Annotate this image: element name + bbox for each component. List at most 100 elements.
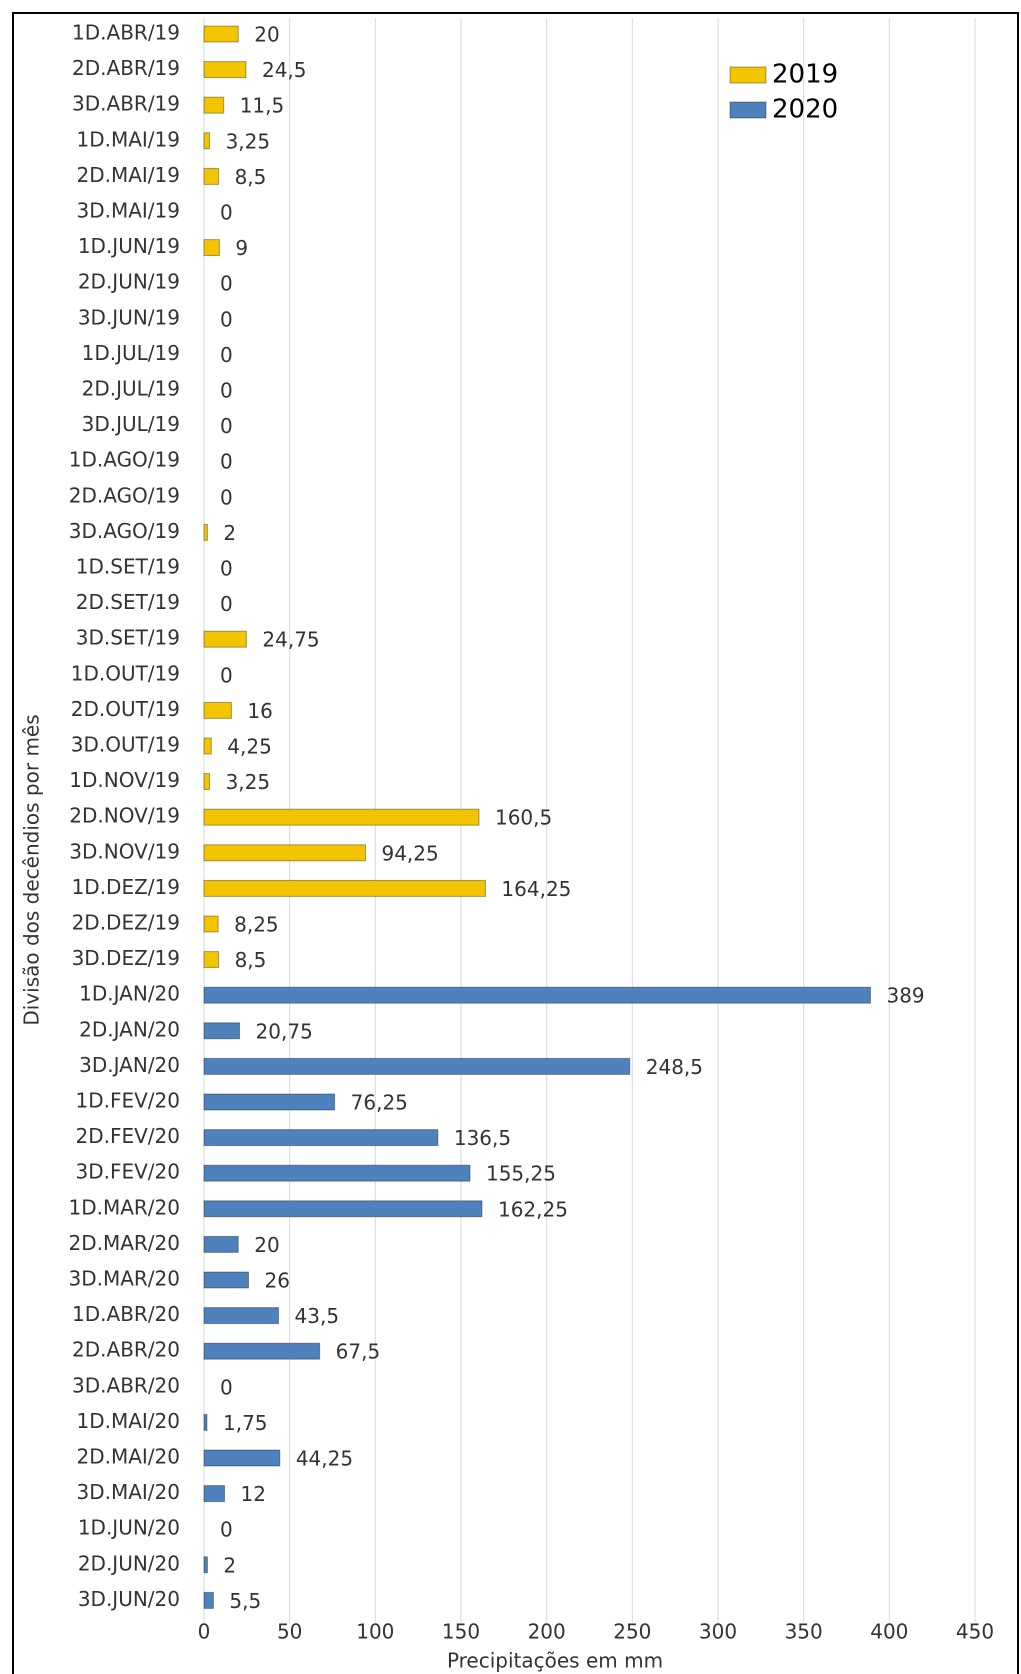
y-tick-label: 3D.DEZ/19 (72, 946, 180, 970)
data-label: 24,5 (262, 58, 307, 82)
y-tick-label: 1D.JAN/20 (79, 982, 180, 1006)
y-tick-label: 3D.ABR/19 (72, 92, 180, 116)
y-tick-label: 1D.AGO/19 (69, 448, 180, 472)
data-label: 9 (235, 236, 248, 260)
x-tick-label: 50 (277, 1620, 302, 1644)
data-label: 2 (223, 521, 236, 545)
data-label: 0 (220, 485, 233, 509)
y-tick-label: 1D.FEV/20 (76, 1089, 181, 1113)
bar (203, 25, 239, 43)
y-tick-label: 2D.DEZ/19 (72, 911, 180, 935)
bar (203, 239, 220, 257)
y-tick-label: 1D.ABR/19 (72, 21, 180, 45)
data-label: 0 (220, 379, 233, 403)
y-tick-label: 3D.FEV/20 (76, 1160, 181, 1184)
y-axis-label: Divisão dos decêndios por mês (20, 714, 44, 1025)
legend-swatch (729, 66, 767, 84)
x-tick-label: 0 (198, 1620, 211, 1644)
bar (203, 844, 366, 862)
data-label: 3,25 (226, 129, 271, 153)
y-tick-label: 3D.OUT/19 (71, 733, 180, 757)
bar (203, 808, 480, 826)
y-tick-label: 3D.MAI/19 (76, 199, 180, 223)
data-label: 0 (220, 343, 233, 367)
data-label: 160,5 (495, 806, 552, 830)
y-tick-label: 3D.JUL/19 (82, 412, 180, 436)
legend-swatch (729, 101, 767, 119)
bar (203, 1057, 631, 1075)
bar (203, 1022, 241, 1040)
y-tick-label: 3D.JAN/20 (79, 1053, 180, 1077)
bar (203, 1129, 439, 1147)
bar (203, 737, 212, 755)
data-label: 44,25 (296, 1447, 353, 1471)
bar (203, 523, 208, 541)
y-tick-label: 1D.SET/19 (76, 555, 180, 579)
bar (203, 1413, 208, 1431)
y-tick-label: 1D.MAI/20 (76, 1409, 180, 1433)
data-label: 164,25 (501, 877, 571, 901)
data-label: 8,5 (235, 165, 267, 189)
data-label: 20 (254, 23, 279, 47)
data-label: 248,5 (646, 1055, 703, 1079)
bar (203, 986, 871, 1004)
data-label: 0 (220, 1518, 233, 1542)
y-tick-label: 3D.JUN/20 (78, 1587, 180, 1611)
bar (203, 96, 225, 114)
x-tick-label: 200 (528, 1620, 566, 1644)
data-label: 24,75 (262, 628, 319, 652)
data-label: 0 (220, 557, 233, 581)
data-label: 43,5 (295, 1304, 340, 1328)
y-tick-label: 2D.FEV/20 (76, 1124, 181, 1148)
bar (203, 1164, 471, 1182)
y-tick-label: 2D.NOV/19 (69, 804, 180, 828)
data-label: 0 (220, 1375, 233, 1399)
x-tick-label: 350 (785, 1620, 823, 1644)
bar (203, 61, 247, 79)
y-tick-label: 3D.AGO/19 (69, 519, 180, 543)
bar (203, 1485, 226, 1503)
data-label: 2 (223, 1553, 236, 1577)
x-tick-label: 300 (699, 1620, 737, 1644)
data-label: 16 (247, 699, 272, 723)
data-label: 4,25 (227, 735, 272, 759)
bar (203, 951, 220, 969)
y-tick-label: 1D.ABR/20 (72, 1302, 180, 1326)
y-tick-label: 2D.AGO/19 (69, 483, 180, 507)
y-tick-label: 3D.MAR/20 (68, 1267, 180, 1291)
x-tick-label: 450 (956, 1620, 994, 1644)
data-label: 8,5 (235, 948, 267, 972)
bar (203, 1342, 321, 1360)
legend-label: 2020 (772, 95, 838, 125)
bar (203, 1235, 239, 1253)
bar (203, 1449, 281, 1467)
y-tick-label: 2D.MAR/20 (68, 1231, 180, 1255)
data-label: 389 (886, 984, 924, 1008)
y-tick-label: 2D.JUN/19 (78, 270, 180, 294)
frame (12, 12, 1019, 1674)
data-label: 12 (241, 1482, 266, 1506)
data-label: 0 (220, 201, 233, 225)
data-label: 11,5 (240, 94, 285, 118)
y-tick-label: 2D.ABR/20 (72, 1338, 180, 1362)
y-tick-label: 1D.JUN/19 (78, 234, 180, 258)
data-label: 155,25 (486, 1162, 556, 1186)
data-label: 76,25 (351, 1091, 408, 1115)
data-label: 8,25 (234, 913, 279, 937)
data-label: 3,25 (226, 770, 271, 794)
y-tick-label: 2D.JUN/20 (78, 1551, 180, 1575)
bar (203, 701, 232, 719)
bar (203, 1271, 250, 1289)
y-tick-label: 1D.JUL/19 (82, 341, 180, 365)
x-tick-label: 400 (870, 1620, 908, 1644)
bar (203, 1200, 483, 1218)
data-label: 20,75 (256, 1019, 313, 1043)
bar (203, 1307, 280, 1325)
y-tick-label: 1D.DEZ/19 (72, 875, 180, 899)
data-label: 162,25 (498, 1197, 568, 1221)
y-tick-label: 3D.ABR/20 (72, 1373, 180, 1397)
y-tick-label: 1D.OUT/19 (71, 661, 180, 685)
data-label: 0 (220, 272, 233, 296)
data-label: 5,5 (229, 1589, 261, 1613)
